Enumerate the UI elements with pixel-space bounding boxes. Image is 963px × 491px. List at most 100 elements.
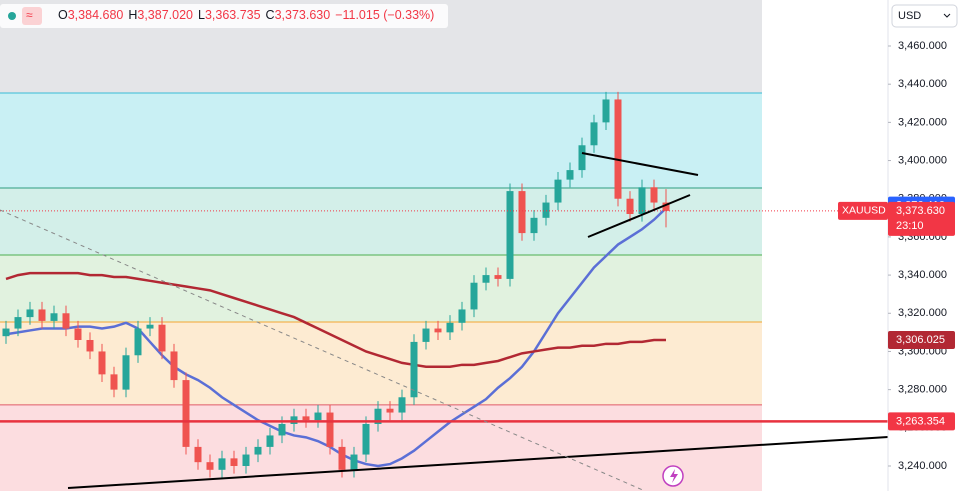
candle-body	[422, 328, 430, 342]
status-dot	[8, 12, 16, 20]
zone	[0, 255, 762, 323]
price-label: 3,306.025	[896, 334, 945, 346]
currency: USD	[898, 10, 921, 22]
y-tick-label: 3,280.000	[898, 384, 947, 396]
candle-body	[62, 313, 70, 329]
y-tick-label: 3,440.000	[898, 78, 947, 90]
candle-body	[38, 309, 46, 321]
candle-body	[182, 380, 190, 447]
candle-body	[434, 328, 442, 333]
candle-body	[602, 99, 610, 123]
indicator-icon[interactable]	[22, 7, 42, 25]
candle-body	[134, 328, 142, 356]
candle-body	[74, 328, 82, 340]
moving-average	[5, 271, 666, 368]
legend-box	[0, 4, 448, 28]
c-label: C	[266, 8, 275, 22]
candle-body	[542, 202, 550, 218]
candle-body	[458, 309, 466, 323]
alert-icon-bolt	[670, 469, 678, 483]
candle-body	[194, 446, 202, 463]
y-tick-label: 3,240.000	[898, 460, 947, 472]
o-label: O	[58, 8, 68, 22]
trend-line	[581, 152, 699, 176]
price-label-box	[888, 412, 955, 431]
y-tick-label: 3,400.000	[898, 154, 947, 166]
candle-body	[122, 355, 130, 390]
l-value: 3,363.735	[205, 8, 261, 22]
currency-button[interactable]	[891, 4, 958, 28]
candle-body	[350, 454, 358, 470]
candle-body	[650, 187, 658, 203]
candle-body	[506, 191, 514, 279]
candle-body	[254, 446, 262, 455]
c-value: 3,373.630	[275, 8, 331, 22]
candle-body	[470, 282, 478, 310]
candle-body	[50, 313, 58, 321]
candle-body	[626, 198, 634, 215]
price-label-box	[888, 201, 955, 236]
candle-body	[278, 423, 286, 436]
candle-body	[230, 458, 238, 466]
candle-body	[266, 435, 274, 447]
candle-body	[638, 187, 646, 215]
candle-body	[158, 324, 166, 352]
change: −11.015 (−0.33%)	[335, 8, 434, 22]
candle-body	[662, 202, 670, 211]
candle-body	[242, 454, 250, 466]
zone	[0, 92, 762, 189]
candle-body	[518, 191, 526, 234]
candle-body	[530, 217, 538, 234]
candle-body	[566, 170, 574, 180]
moving-average	[5, 207, 667, 468]
candle-body	[494, 275, 502, 279]
price-label: 3,373.630	[896, 205, 945, 217]
candle-body	[590, 122, 598, 146]
symbol: XAUUSD	[842, 205, 886, 217]
dashed-line	[0, 209, 646, 491]
candle-body	[302, 416, 310, 421]
candle-body	[386, 408, 394, 413]
candle-body	[110, 374, 118, 390]
y-tick-label: 3,460.000	[898, 40, 947, 52]
candle-body	[482, 275, 490, 283]
price-axis	[888, 0, 963, 491]
candle-body	[206, 462, 214, 470]
candle-body	[578, 145, 586, 171]
dropdown-arrow	[943, 13, 951, 18]
candle-body	[446, 322, 454, 333]
price-label: 3,263.354	[896, 415, 945, 427]
y-tick-label: 3,340.000	[898, 269, 947, 281]
candle-body	[170, 351, 178, 381]
candle-body	[614, 99, 622, 199]
o-value: 3,384.680	[68, 8, 124, 22]
candle-body	[86, 339, 94, 352]
candle-body	[554, 179, 562, 203]
symbol-box	[838, 201, 888, 220]
countdown: 23:10	[896, 220, 924, 232]
price-label-box	[888, 330, 955, 349]
y-tick-label: 3,420.000	[898, 116, 947, 128]
trend-line	[67, 436, 889, 489]
candle-body	[362, 423, 370, 455]
trend-line	[587, 194, 691, 238]
candle-body	[398, 397, 406, 413]
candle-body	[410, 341, 418, 398]
ohlc-legend: O3,384.680 H3,387.020 L3,363.735 C3,373.630…	[58, 8, 434, 22]
candle-body	[2, 328, 10, 337]
h-value: 3,387.020	[137, 8, 193, 22]
candle-body	[14, 317, 22, 329]
candle-body	[146, 324, 154, 329]
candle-body	[338, 446, 346, 470]
candle-body	[98, 351, 106, 375]
h-label: H	[128, 8, 137, 22]
indicator-icon-glyph: ≈	[26, 8, 33, 22]
candle-body	[218, 458, 226, 470]
zone	[0, 188, 762, 256]
y-tick-label: 3,320.000	[898, 307, 947, 319]
candle-body	[26, 309, 34, 318]
candle-body	[314, 412, 322, 421]
candle-body	[326, 412, 334, 447]
l-label: L	[198, 8, 205, 22]
